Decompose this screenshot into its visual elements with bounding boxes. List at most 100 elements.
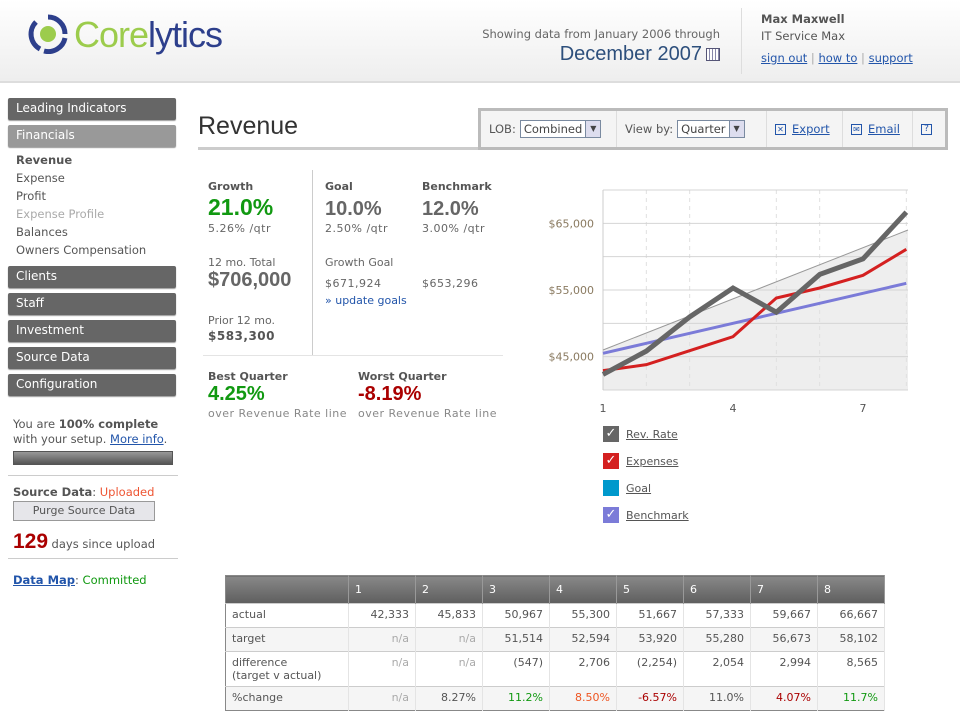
table-cell: 4.07% [750,686,818,711]
table-cell: n/a [415,651,483,687]
nav-financials[interactable]: Financials [8,125,176,147]
column-header: 3 [482,575,550,604]
legend-item-benchmark[interactable]: ✓ Benchmark [603,507,689,523]
legend-label[interactable]: Benchmark [626,508,689,522]
page-title: Revenue [198,112,299,140]
lob-select[interactable]: Combined ▼ [519,120,602,138]
legend-item-rev-rate[interactable]: ✓ Rev. Rate [603,426,678,442]
table-cell: 2,994 [750,651,818,687]
growth-goal-value: $671,924 [325,277,382,290]
email-link[interactable]: Email [868,122,900,136]
subnav-revenue[interactable]: Revenue [16,153,73,167]
table-cell: (547) [482,651,550,687]
user-info: Max Maxwell IT Service Max [761,12,845,46]
divider [312,170,313,355]
row-label: target [225,627,349,652]
table-cell: 2,706 [549,651,617,687]
logo-text: Corelytics [74,14,223,55]
legend-label[interactable]: Goal [626,481,652,495]
worst-quarter-label: Worst Quarter [358,370,447,383]
table-cell: 66,667 [817,603,885,628]
data-map-status: Data Map: Committed [13,573,147,587]
email-icon: ✉ [851,123,862,135]
column-header: 2 [415,575,483,604]
table-cell: 58,102 [817,627,885,652]
subnav-expense[interactable]: Expense [16,171,65,185]
revenue-chart: $45,000 $55,000 $65,000 1 4 7 [549,189,909,415]
nav-staff[interactable]: Staff [8,293,176,315]
subnav-balances[interactable]: Balances [16,225,68,239]
how-to-link[interactable]: how to [818,51,858,65]
table-cell: n/a [348,627,416,652]
x-tick-label: 1 [600,402,607,415]
divider [8,558,178,559]
sign-out-link[interactable]: sign out [761,51,808,65]
help-icon[interactable]: ? [921,123,932,135]
table-cell: 55,280 [683,627,751,652]
prior-label: Prior 12 mo. [208,314,276,327]
toolbar: LOB: Combined ▼ View by: Quarter ▼ ✕ Export ✉… [478,108,948,150]
user-links: sign out | how to | support [761,51,913,65]
divider [8,475,178,476]
range-end[interactable]: December 2007 [559,43,702,65]
user-name: Max Maxwell [761,12,845,26]
support-link[interactable]: support [868,51,913,65]
checkbox-icon[interactable]: ✓ [603,507,619,523]
legend-label[interactable]: Rev. Rate [626,427,678,441]
company-name: IT Service Max [761,29,846,43]
table-row: difference (target v actual) n/a n/a (547) 2,… [225,651,885,687]
checkbox-icon[interactable] [603,480,619,496]
best-quarter-sub: over Revenue Rate line [208,407,347,420]
table-cell: 11.2% [482,686,550,711]
series-line-expenses [602,248,908,373]
table-cell: 11.0% [683,686,751,711]
nav-leading-indicators[interactable]: Leading Indicators [8,98,176,120]
legend-item-expenses[interactable]: ✓ Expenses [603,453,678,469]
table-cell: 50,967 [482,603,550,628]
purge-source-data-button[interactable]: Purge Source Data [13,501,155,521]
prior-value: $583,300 [208,329,276,343]
data-map-link[interactable]: Data Map [13,573,76,587]
subnav-profit[interactable]: Profit [16,189,46,203]
setup-status: You are 100% complete with your setup. Mo… [13,417,168,446]
date-range: Showing data from January 2006 through De… [482,27,720,65]
update-goals-link[interactable]: » update goals [325,294,407,307]
table-cell: 2,054 [683,651,751,687]
worst-quarter-sub: over Revenue Rate line [358,407,497,420]
column-header: 5 [616,575,684,604]
divider [741,8,742,74]
export-link[interactable]: Export [792,122,830,136]
legend-label[interactable]: Expenses [626,454,679,468]
nav-configuration[interactable]: Configuration [8,374,176,396]
subnav-owners-compensation[interactable]: Owners Compensation [16,243,147,257]
table-row: target n/a n/a 51,514 52,594 53,920 55,280 56,6… [225,627,885,652]
column-header: 4 [549,575,617,604]
revenue-table: 1 2 3 4 5 6 7 8 actual 42,333 45,833 50,967 55,300 51… [225,575,885,711]
trend-line [602,229,909,351]
total-label: 12 mo. Total [208,256,276,269]
nav-investment[interactable]: Investment [8,320,176,342]
nav-clients[interactable]: Clients [8,266,176,288]
table-cell: 11.7% [817,686,885,711]
total-value: $706,000 [208,269,292,291]
goal-label: Goal [325,180,353,193]
more-info-link[interactable]: More info [110,432,164,446]
subnav-expense-profile: Expense Profile [16,207,105,221]
growth-qtr: 5.26% /qtr [208,222,271,235]
view-by-select[interactable]: Quarter ▼ [677,120,745,138]
table-cell: 8.50% [549,686,617,711]
growth-value: 21.0% [208,194,274,220]
table-cell: 53,920 [616,627,684,652]
checkbox-icon[interactable]: ✓ [603,426,619,442]
worst-quarter-value: -8.19% [358,383,422,405]
benchmark-label: Benchmark [422,180,492,193]
checkbox-icon[interactable]: ✓ [603,453,619,469]
divider [203,355,503,356]
best-quarter-label: Best Quarter [208,370,288,383]
nav-source-data[interactable]: Source Data [8,347,176,369]
calendar-icon[interactable] [706,48,720,62]
y-tick-label: $55,000 [549,284,595,297]
legend-item-goal[interactable]: Goal [603,480,651,496]
chevron-down-icon: ▼ [585,121,601,137]
